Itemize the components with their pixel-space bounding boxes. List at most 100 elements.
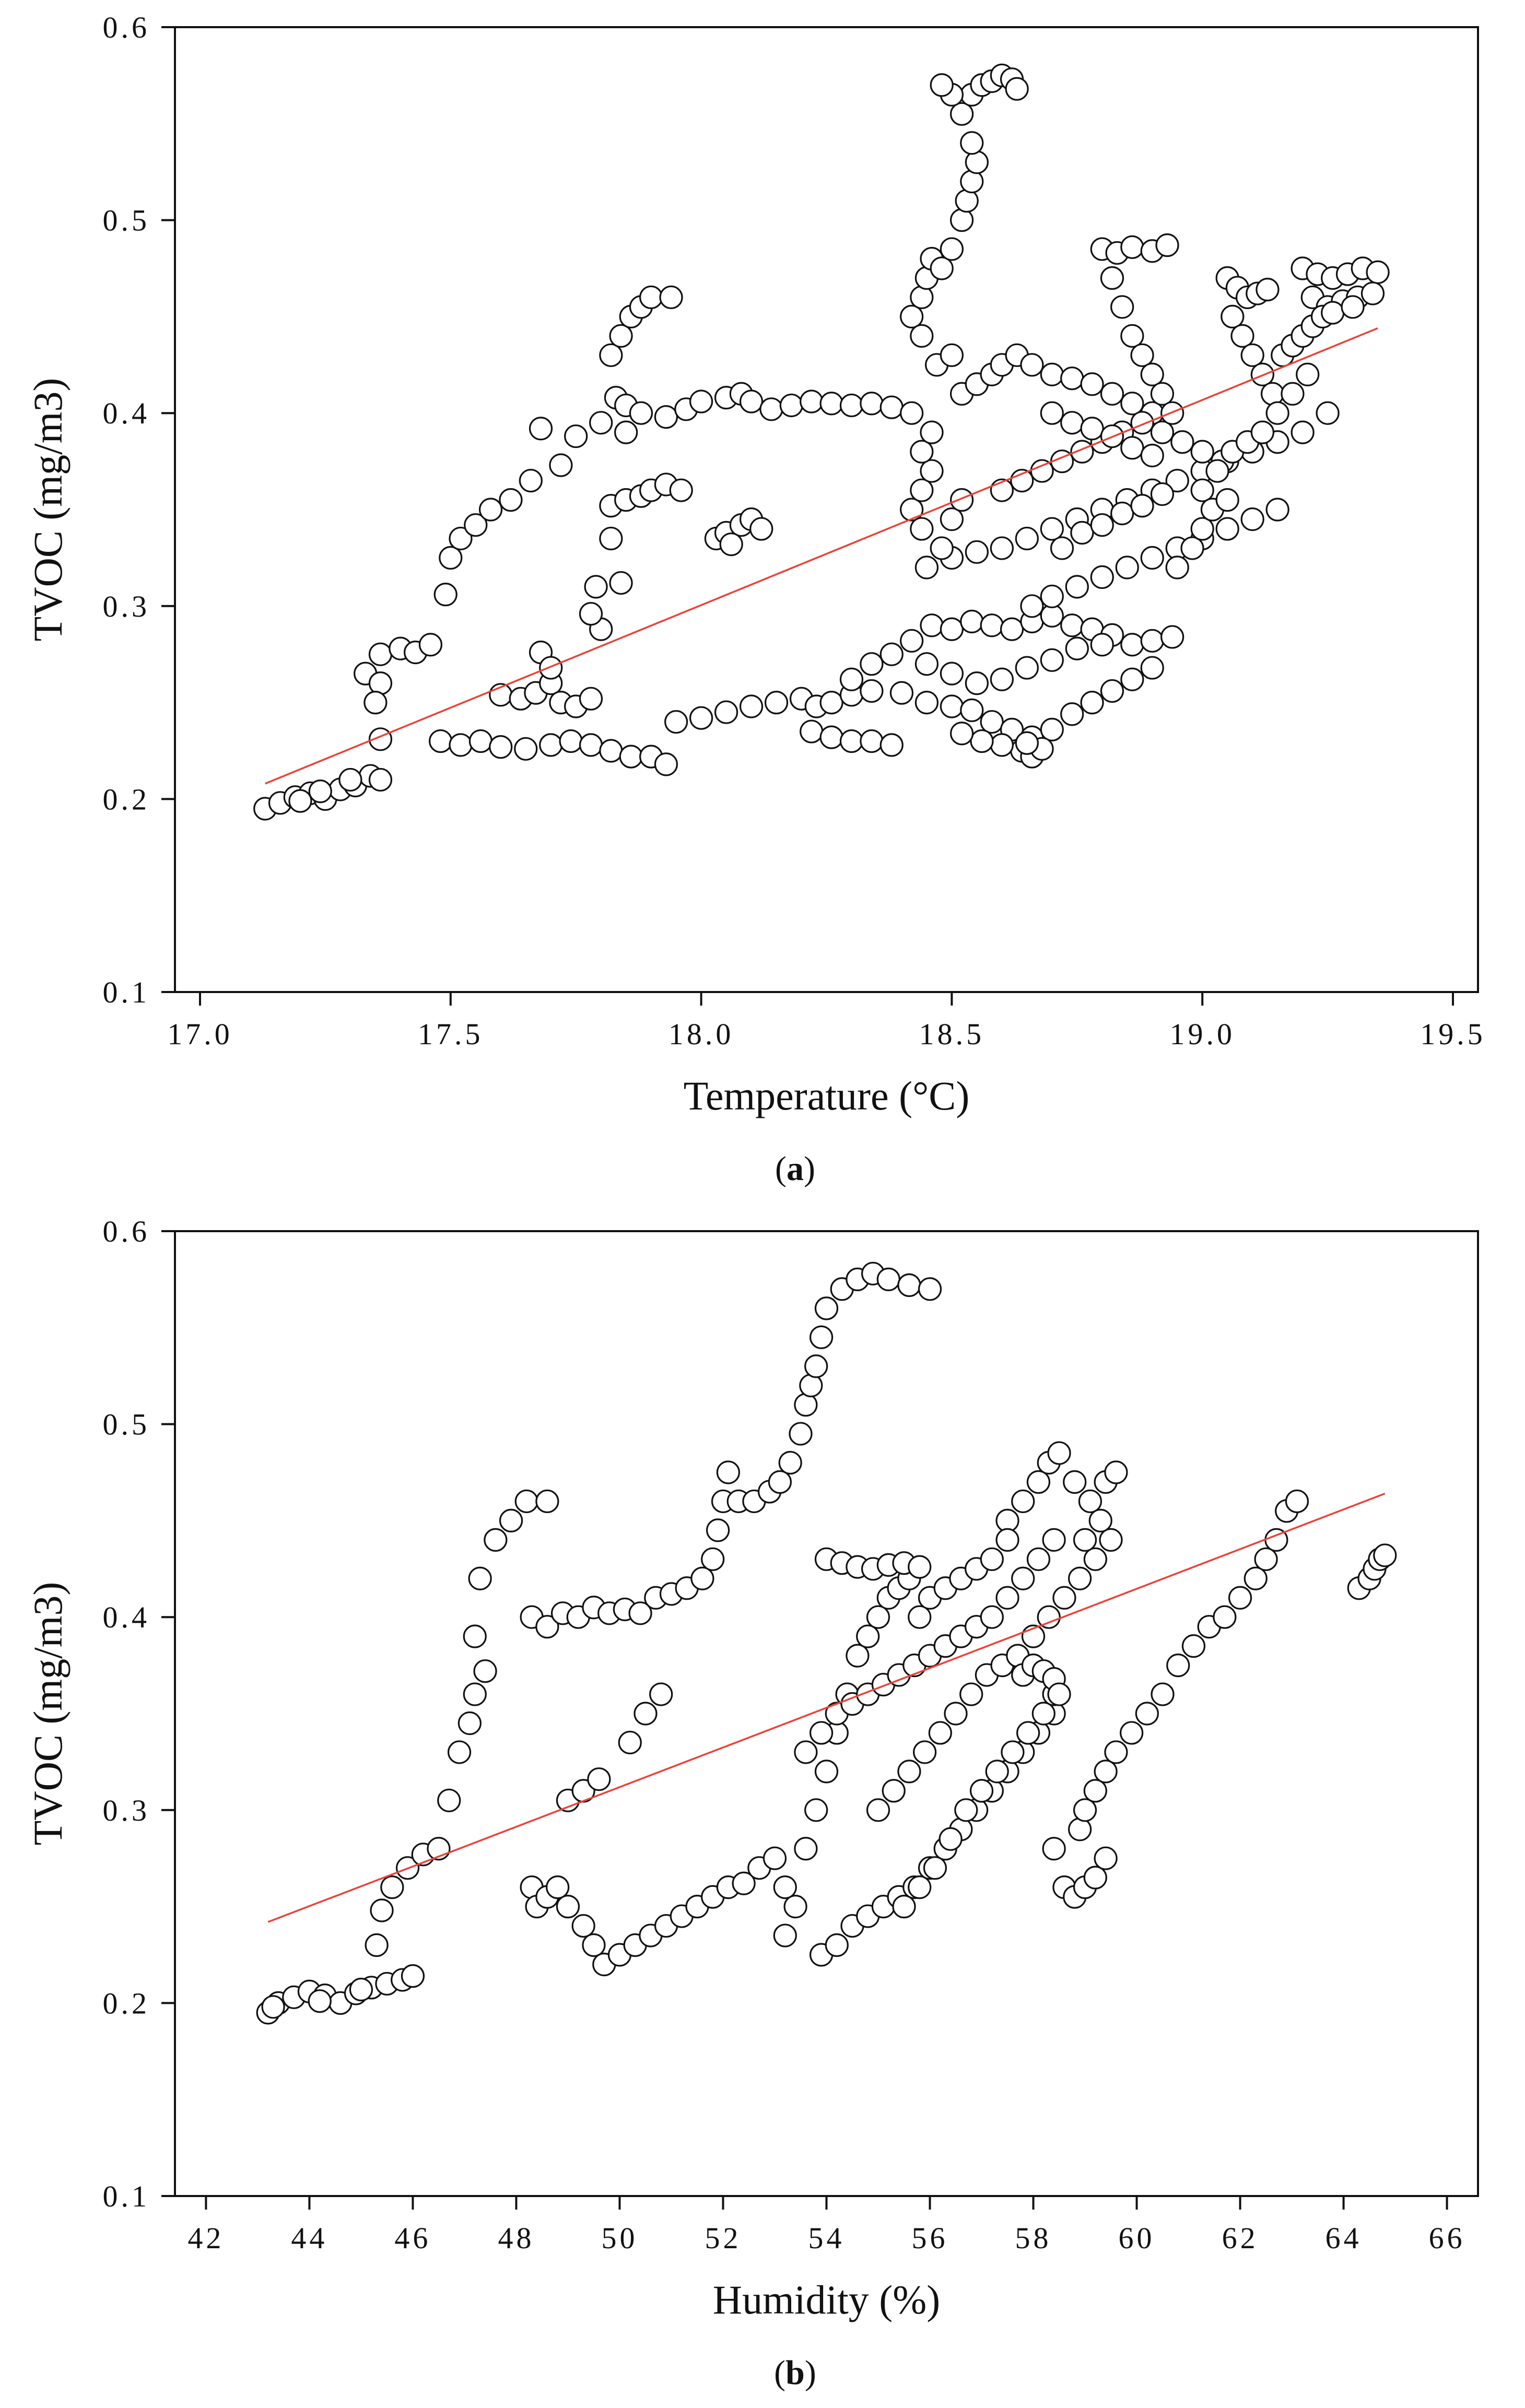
data-point xyxy=(288,789,312,813)
y-tick-label: 0.5 xyxy=(103,204,150,238)
data-point xyxy=(449,526,473,551)
data-point xyxy=(856,1624,880,1648)
data-point xyxy=(1213,1605,1237,1629)
data-point xyxy=(1366,260,1390,284)
data-point xyxy=(768,1470,792,1494)
data-point xyxy=(930,256,954,280)
data-point xyxy=(1110,295,1134,319)
data-point xyxy=(814,1296,839,1320)
data-points xyxy=(256,1261,1397,2025)
data-point xyxy=(619,745,643,769)
data-point xyxy=(918,1277,942,1301)
data-point xyxy=(990,536,1014,560)
data-point xyxy=(739,389,764,414)
data-point xyxy=(1104,1460,1128,1484)
data-point xyxy=(949,102,974,126)
data-point xyxy=(1180,536,1204,560)
data-point xyxy=(609,571,633,595)
data-point xyxy=(1090,633,1114,657)
data-point xyxy=(819,392,843,416)
data-point xyxy=(599,526,623,551)
data-point xyxy=(589,411,613,435)
data-point xyxy=(1221,304,1245,329)
data-point xyxy=(960,131,984,155)
data-point xyxy=(690,1566,714,1590)
data-point xyxy=(965,540,989,564)
data-point xyxy=(783,1894,807,1919)
data-point xyxy=(418,633,443,657)
y-tick-label: 0.6 xyxy=(103,10,150,44)
data-point xyxy=(1140,443,1164,468)
data-point xyxy=(773,1875,797,1899)
data-point xyxy=(1060,411,1084,435)
trend-line xyxy=(265,327,1378,785)
data-point xyxy=(1160,625,1184,649)
panel-label-open: ( xyxy=(774,2354,785,2392)
data-point xyxy=(908,1875,932,1899)
data-point xyxy=(689,706,713,730)
data-point xyxy=(706,1518,730,1542)
data-point xyxy=(1230,324,1254,348)
data-point xyxy=(1100,382,1124,406)
data-point xyxy=(535,1489,559,1514)
data-point xyxy=(1040,362,1064,386)
data-point xyxy=(879,395,904,419)
data-point xyxy=(458,1711,482,1736)
data-point xyxy=(800,389,824,414)
data-point xyxy=(1073,1528,1097,1552)
data-point xyxy=(368,642,393,666)
data-point xyxy=(1080,690,1104,715)
data-point xyxy=(900,304,924,329)
data-point xyxy=(1205,459,1229,483)
data-point xyxy=(908,1555,932,1579)
panel-label-letter: b xyxy=(785,2354,805,2392)
data-point xyxy=(1190,478,1214,502)
data-point xyxy=(1083,1779,1107,1803)
data-point xyxy=(920,459,944,483)
x-tick-label: 62 xyxy=(1222,2221,1259,2255)
x-tick-label: 18.5 xyxy=(919,1017,985,1051)
data-point xyxy=(779,393,803,418)
data-point xyxy=(965,671,989,695)
data-point xyxy=(985,1760,1009,1784)
data-point xyxy=(716,1460,740,1484)
data-point xyxy=(401,1964,425,1988)
data-point xyxy=(478,498,503,522)
data-point xyxy=(628,1601,652,1625)
panel-label-open: ( xyxy=(775,1150,787,1188)
data-point xyxy=(659,285,683,310)
x-tick-label: 17.0 xyxy=(167,1017,233,1051)
data-point xyxy=(1228,1586,1252,1610)
data-point xyxy=(928,1721,952,1745)
data-point xyxy=(940,343,964,367)
data-point xyxy=(654,752,678,776)
x-tick-label: 60 xyxy=(1119,2221,1155,2255)
y-tick-label: 0.2 xyxy=(103,782,150,816)
data-point xyxy=(489,735,513,759)
data-point xyxy=(1130,343,1154,367)
data-point xyxy=(559,729,583,753)
data-point xyxy=(579,733,603,757)
scatter-chart-humidity: 42 44 46 48 50 52 54 56 58 60 62 64 66 0.1 0.2 0.3 0.4 0.… xyxy=(25,1214,1479,2392)
data-point xyxy=(1083,1866,1107,1890)
data-point xyxy=(866,1605,890,1629)
data-point xyxy=(1020,594,1044,618)
data-point xyxy=(1011,1566,1035,1590)
data-point xyxy=(990,733,1014,757)
x-tick-label: 19.0 xyxy=(1169,1017,1235,1051)
data-point xyxy=(949,208,974,232)
plot-frame xyxy=(174,26,1479,993)
data-point xyxy=(539,733,563,757)
data-point xyxy=(1068,1817,1092,1842)
data-point xyxy=(980,1547,1004,1571)
data-point xyxy=(1250,420,1274,444)
data-point xyxy=(1070,521,1094,545)
data-point xyxy=(778,1450,802,1475)
data-point xyxy=(900,498,924,522)
data-point xyxy=(1040,401,1064,425)
panel-b: 42 44 46 48 50 52 54 56 58 60 62 64 66 0.1 0.2 0.3 0.4 0.… xyxy=(0,1204,1525,2408)
data-point xyxy=(1099,1528,1123,1552)
data-point xyxy=(800,719,824,743)
data-point xyxy=(368,671,393,695)
data-point xyxy=(599,739,623,763)
